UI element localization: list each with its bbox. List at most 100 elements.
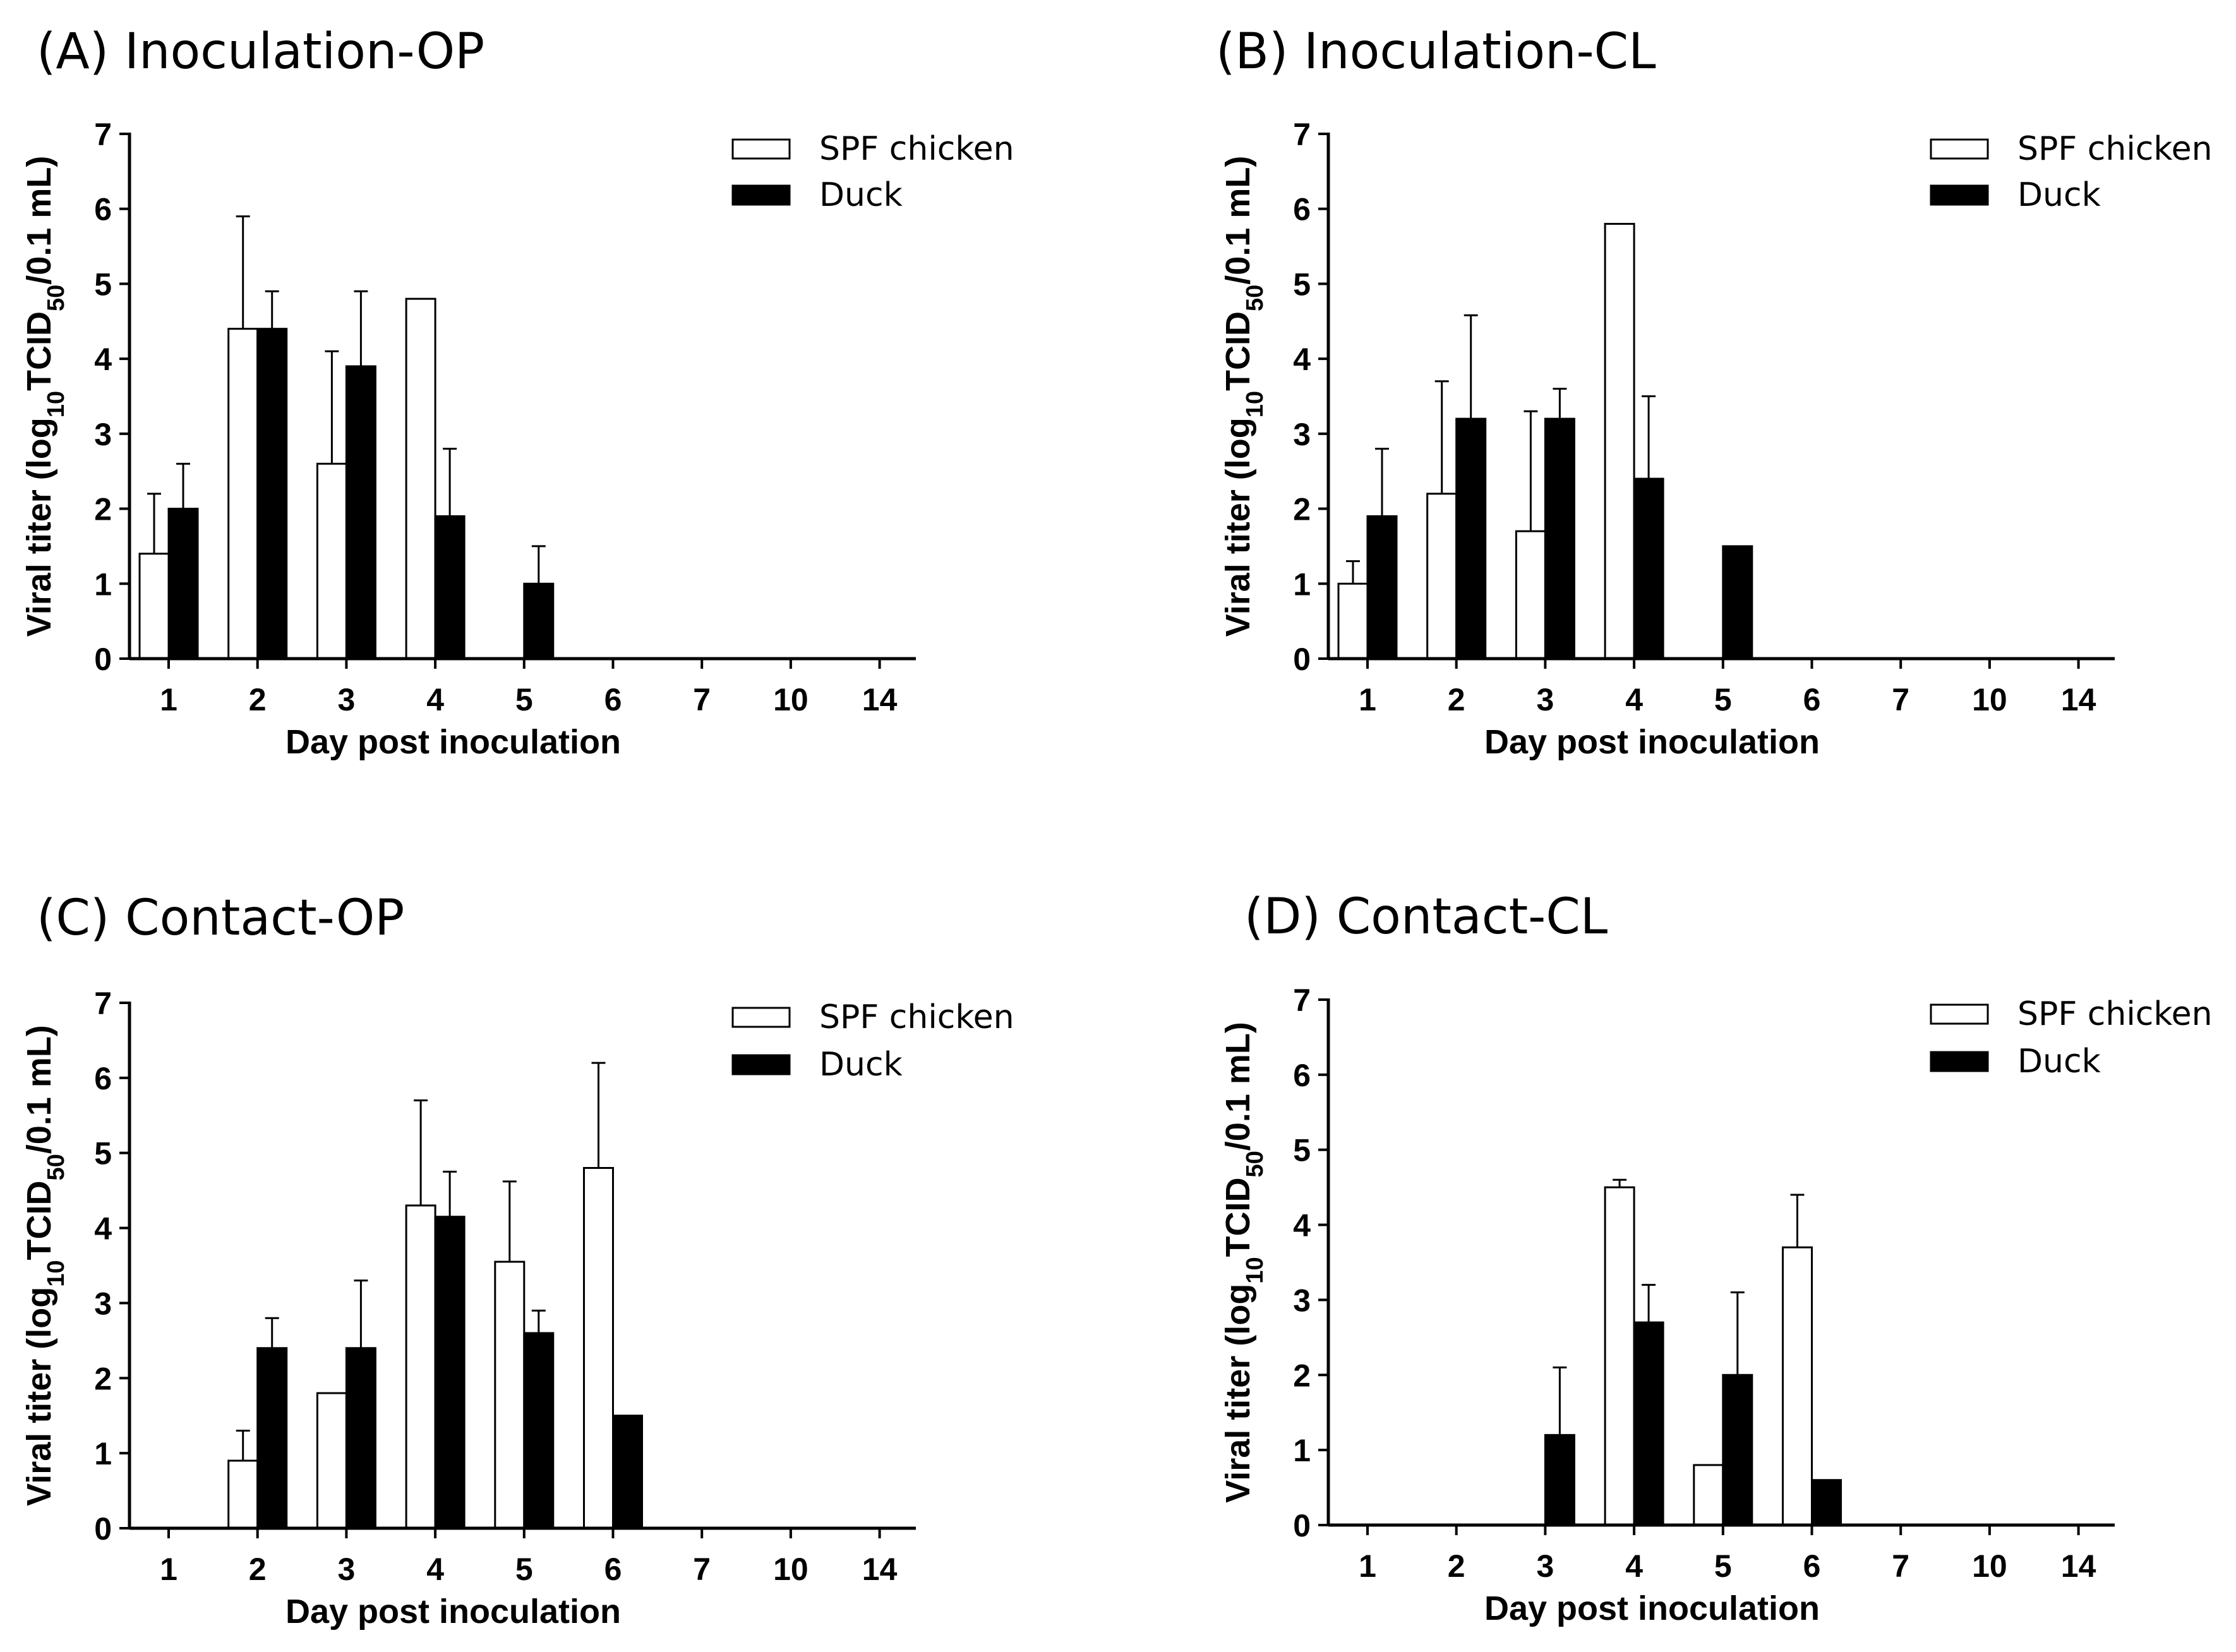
x-tick-label: 14 bbox=[862, 682, 898, 717]
y-tick-label: 7 bbox=[1293, 983, 1311, 1018]
x-tick-label: 5 bbox=[1714, 1548, 1732, 1584]
chart-panel-c: (C) Contact-OP 0 1 2 3 4 5 6 7 1 2 3 4 5 6 7 10 14 Day pos… bbox=[20, 890, 1014, 1631]
y-tick-label: 1 bbox=[94, 566, 112, 602]
bar-spf-chicken-day-5 bbox=[1693, 1464, 1724, 1526]
bar-spf-chicken-day-3 bbox=[1515, 530, 1546, 660]
legend-swatch-spf-chicken bbox=[1930, 138, 1989, 160]
x-tick-label: 3 bbox=[1536, 1548, 1554, 1584]
x-tick-label: 7 bbox=[693, 1552, 711, 1587]
bar-duck-day-1 bbox=[167, 508, 199, 660]
y-tick-label: 2 bbox=[94, 492, 112, 527]
chart-panel-d: (D) Contact-CL 0 1 2 3 4 5 6 7 1 2 3 4 5 6 7 10 14 Day pos… bbox=[1219, 889, 2213, 1627]
bar-spf-chicken-day-3 bbox=[316, 462, 347, 660]
y-tick-label: 4 bbox=[94, 342, 112, 377]
legend-label-duck: Duck bbox=[819, 1046, 903, 1084]
bar-duck-day-4 bbox=[1633, 477, 1664, 660]
y-tick-label: 7 bbox=[1293, 117, 1311, 152]
x-tick-label: 10 bbox=[773, 1552, 808, 1587]
bar-duck-day-5 bbox=[1722, 1374, 1753, 1526]
bar-duck-day-3 bbox=[1544, 1434, 1575, 1526]
bar-duck-day-5 bbox=[523, 582, 555, 660]
x-tick-label: 4 bbox=[1625, 682, 1643, 717]
panel-title: (C) Contact-OP bbox=[37, 890, 404, 947]
bar-duck-day-4 bbox=[434, 1216, 466, 1529]
x-tick-label: 2 bbox=[1448, 1548, 1465, 1584]
bar-spf-chicken-day-5 bbox=[494, 1260, 526, 1529]
x-tick-label: 14 bbox=[2061, 1548, 2096, 1584]
legend-label-duck: Duck bbox=[819, 176, 903, 214]
bar-duck-day-4 bbox=[1633, 1321, 1664, 1526]
x-tick-label: 10 bbox=[773, 682, 808, 717]
y-tick-label: 6 bbox=[1293, 192, 1311, 227]
bar-spf-chicken-day-6 bbox=[1782, 1246, 1813, 1526]
y-tick-label: 0 bbox=[1293, 642, 1311, 677]
y-axis-label: Viral titer (log10TCID50/0.1 mL) bbox=[1219, 1022, 1268, 1503]
bar-spf-chicken-day-1 bbox=[1337, 582, 1369, 660]
x-tick-label: 3 bbox=[337, 1552, 355, 1587]
x-tick-label: 10 bbox=[1972, 1548, 2007, 1584]
y-tick-label: 5 bbox=[94, 266, 112, 302]
legend: SPF chicken Duck bbox=[1930, 995, 2213, 1080]
x-tick-label: 5 bbox=[515, 1552, 533, 1587]
bar-duck-day-5 bbox=[523, 1332, 555, 1529]
legend-label-spf-chicken: SPF chicken bbox=[819, 998, 1014, 1036]
x-tick-label: 4 bbox=[1625, 1548, 1643, 1584]
x-tick-label: 2 bbox=[1448, 682, 1465, 717]
legend-swatch-spf-chicken bbox=[1930, 1003, 1989, 1025]
bar-spf-chicken-day-4 bbox=[1604, 222, 1635, 660]
panel-title: (A) Inoculation-OP bbox=[37, 23, 484, 80]
y-axis-label: Viral titer (log10TCID50/0.1 mL) bbox=[20, 156, 69, 637]
bar-spf-chicken-day-2 bbox=[227, 1459, 259, 1529]
x-tick-label: 6 bbox=[604, 1552, 622, 1587]
x-tick-label: 10 bbox=[1972, 682, 2007, 717]
x-tick-label: 14 bbox=[2061, 682, 2096, 717]
y-tick-label: 7 bbox=[94, 117, 112, 152]
x-tick-label: 1 bbox=[160, 1552, 177, 1587]
legend-swatch-spf-chicken bbox=[731, 1007, 791, 1028]
bar-duck-day-4 bbox=[434, 515, 466, 660]
y-tick-label: 6 bbox=[94, 1061, 112, 1096]
legend-label-spf-chicken: SPF chicken bbox=[2017, 130, 2213, 168]
bar-duck-day-5 bbox=[1722, 545, 1753, 660]
bar-spf-chicken-day-4 bbox=[405, 297, 436, 660]
x-tick-label: 6 bbox=[1803, 682, 1821, 717]
x-tick-label: 14 bbox=[862, 1552, 898, 1587]
y-tick-label: 0 bbox=[1293, 1508, 1311, 1543]
bar-duck-day-3 bbox=[1544, 417, 1575, 660]
x-tick-label: 4 bbox=[426, 682, 444, 717]
y-tick-label: 4 bbox=[1293, 342, 1311, 377]
y-tick-label: 3 bbox=[94, 417, 112, 452]
panel-title: (B) Inoculation-CL bbox=[1216, 23, 1656, 80]
bar-spf-chicken-day-3 bbox=[316, 1392, 347, 1529]
x-tick-label: 3 bbox=[1536, 682, 1554, 717]
y-tick-label: 7 bbox=[94, 986, 112, 1021]
bar-duck-day-3 bbox=[345, 1347, 376, 1529]
y-tick-label: 3 bbox=[1293, 417, 1311, 452]
bar-duck-day-1 bbox=[1366, 515, 1398, 660]
y-tick-label: 3 bbox=[94, 1286, 112, 1321]
x-tick-label: 2 bbox=[249, 1552, 267, 1587]
panel-title: (D) Contact-CL bbox=[1244, 889, 1608, 945]
x-tick-label: 2 bbox=[249, 682, 267, 717]
bar-spf-chicken-day-2 bbox=[1426, 493, 1458, 660]
bar-duck-day-3 bbox=[345, 365, 376, 660]
y-tick-label: 4 bbox=[94, 1211, 112, 1247]
y-tick-label: 3 bbox=[1293, 1283, 1311, 1318]
legend-swatch-spf-chicken bbox=[731, 138, 791, 160]
bar-spf-chicken-day-1 bbox=[138, 553, 170, 660]
y-tick-label: 2 bbox=[1293, 1358, 1311, 1393]
legend-label-spf-chicken: SPF chicken bbox=[2017, 995, 2213, 1033]
x-axis-label: Day post inoculation bbox=[286, 723, 621, 761]
legend-swatch-duck bbox=[731, 184, 791, 206]
bar-spf-chicken-day-2 bbox=[227, 328, 259, 660]
y-tick-label: 1 bbox=[1293, 566, 1311, 602]
chart-panel-b: (B) Inoculation-CL 0 1 2 3 4 5 6 7 1 2 3 4 5 6 7 10 14 Day… bbox=[1216, 23, 2213, 761]
x-tick-label: 3 bbox=[337, 682, 355, 717]
y-tick-label: 1 bbox=[94, 1436, 112, 1471]
bar-duck-day-6 bbox=[612, 1415, 643, 1529]
legend-label-duck: Duck bbox=[2017, 1043, 2101, 1080]
legend-label-spf-chicken: SPF chicken bbox=[819, 130, 1014, 168]
y-tick-label: 4 bbox=[1293, 1208, 1311, 1243]
x-tick-label: 1 bbox=[160, 682, 177, 717]
